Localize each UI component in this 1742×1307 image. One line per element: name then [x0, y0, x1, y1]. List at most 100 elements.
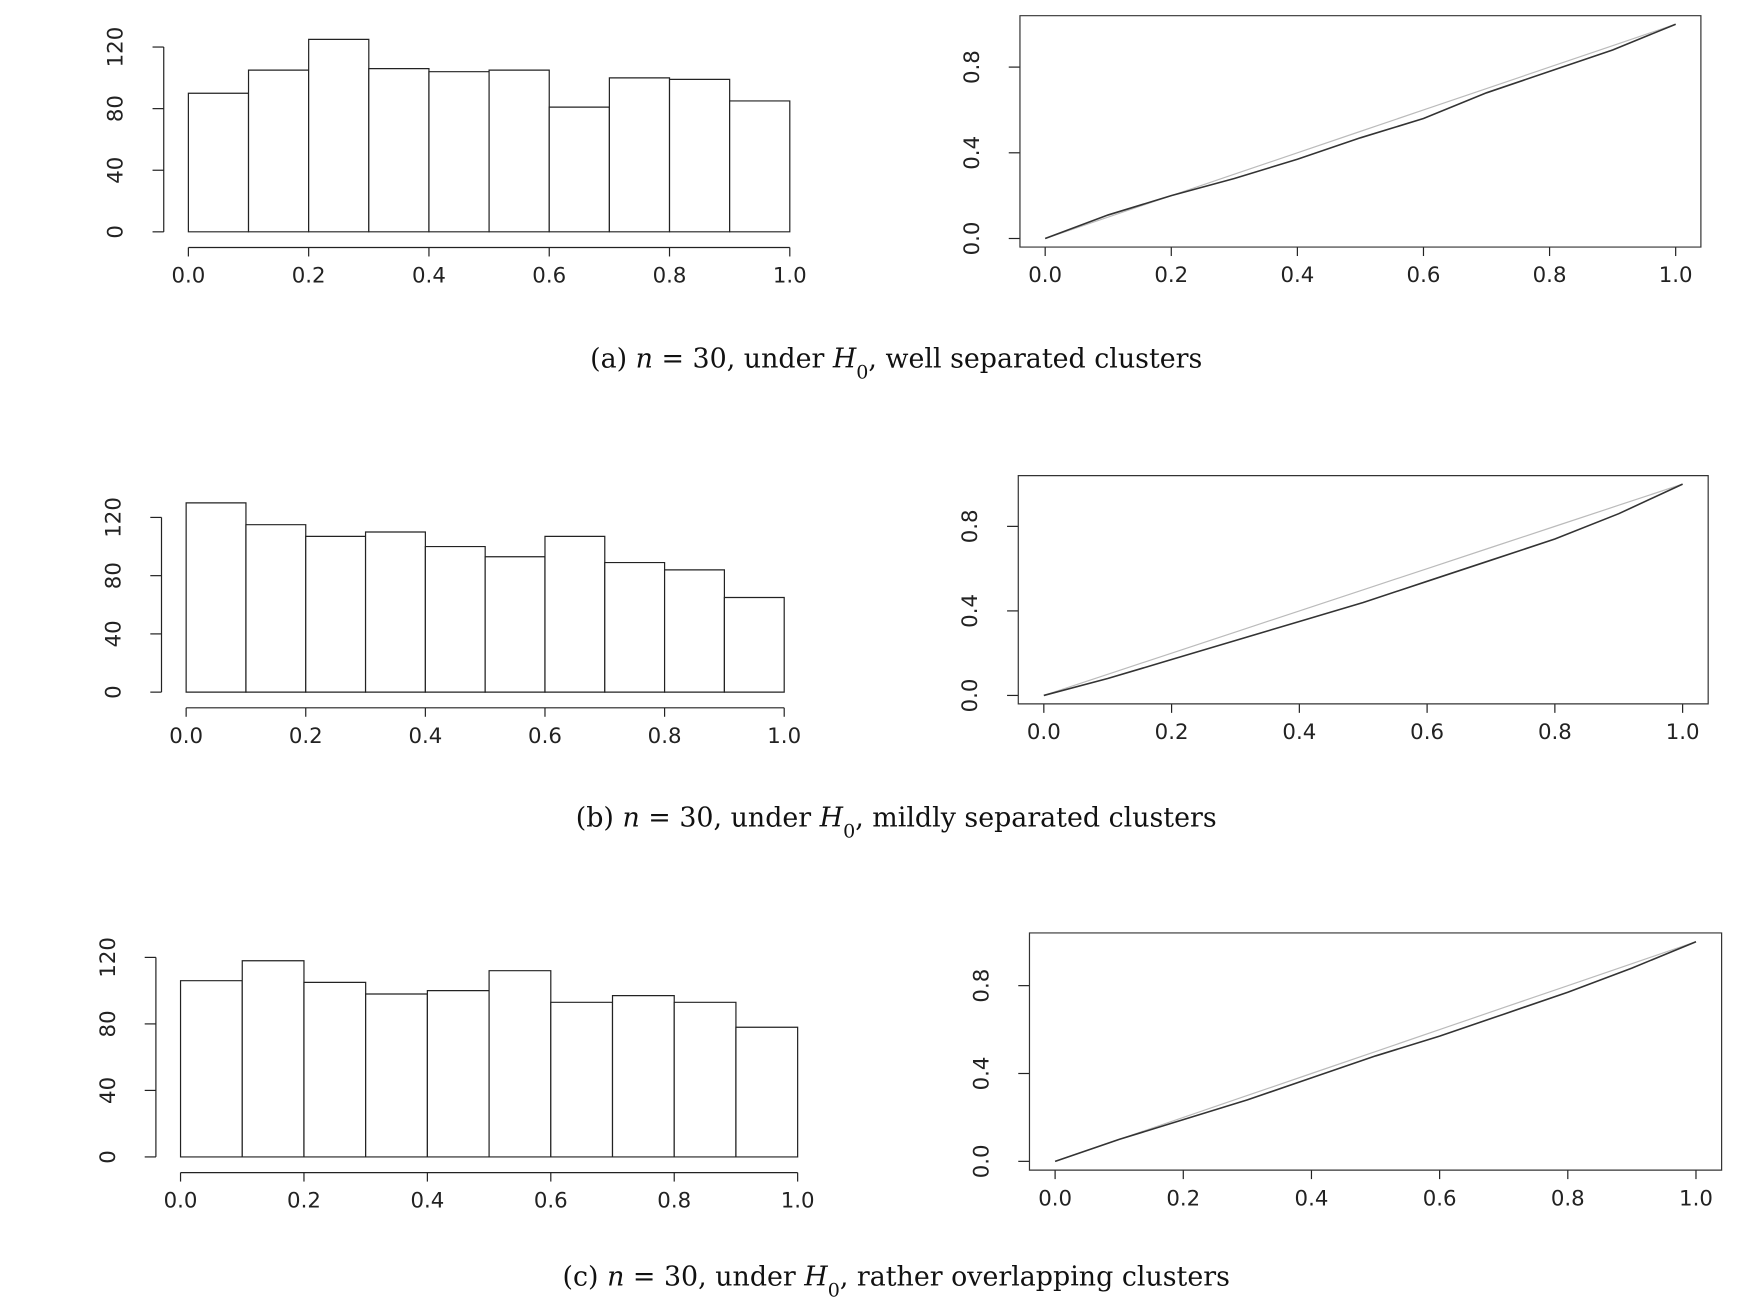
- bar: [366, 994, 428, 1157]
- bar: [429, 72, 489, 232]
- caption-part: (a): [590, 343, 636, 374]
- x-tick-label: 0.6: [1423, 1186, 1457, 1211]
- y-tick-label: 0.0: [958, 679, 983, 713]
- series-line: [1045, 24, 1675, 238]
- bar: [249, 70, 309, 232]
- caption-part: (b): [576, 803, 623, 834]
- bar: [670, 79, 730, 231]
- x-tick-label: 0.8: [653, 264, 687, 289]
- x-tick-label: 0.0: [1028, 263, 1062, 288]
- x-tick-label: 0.4: [1295, 1186, 1329, 1211]
- x-tick-label: 0.4: [412, 264, 446, 289]
- x-tick-label: 0.4: [1282, 720, 1316, 745]
- y-tick-label: 0.4: [969, 1057, 994, 1091]
- x-tick-label: 0.2: [1154, 263, 1188, 288]
- y-tick-label: 40: [104, 157, 129, 184]
- x-tick-label: 0.0: [171, 264, 205, 289]
- caption: (c) n = 30, under H0, rather overlapping…: [563, 1262, 1230, 1302]
- series-line: [1044, 484, 1683, 695]
- x-tick-label: 0.8: [657, 1189, 691, 1214]
- series-line: [1055, 942, 1696, 1162]
- x-tick-label: 0.0: [1027, 720, 1061, 745]
- x-tick-label: 0.2: [292, 264, 326, 289]
- bar: [181, 981, 243, 1157]
- bar: [366, 532, 426, 692]
- bar: [724, 598, 784, 693]
- x-tick-label: 1.0: [1679, 1186, 1713, 1211]
- x-tick-label: 0.2: [289, 724, 323, 749]
- y-tick-label: 40: [101, 620, 126, 647]
- x-tick-label: 0.0: [169, 724, 203, 749]
- caption-part: 0: [843, 821, 855, 843]
- bar: [549, 107, 609, 232]
- bar: [736, 1027, 798, 1157]
- y-tick-label: 0.4: [960, 136, 985, 170]
- x-tick-label: 0.8: [648, 724, 682, 749]
- caption-part: 0: [828, 1280, 840, 1302]
- x-tick-label: 0.8: [1538, 720, 1572, 745]
- y-tick-label: 0.8: [969, 969, 994, 1003]
- bar: [306, 536, 366, 692]
- caption-part: , well separated clusters: [868, 343, 1202, 374]
- caption-part: = 30, under: [640, 803, 820, 834]
- caption-part: (c): [563, 1262, 608, 1293]
- bar: [186, 503, 246, 692]
- bar: [425, 547, 485, 693]
- y-tick-label: 0.8: [960, 50, 985, 84]
- y-tick-label: 0: [96, 1150, 121, 1164]
- x-tick-label: 0.6: [1410, 720, 1444, 745]
- x-tick-label: 1.0: [781, 1189, 815, 1214]
- caption-part: n: [636, 343, 653, 374]
- x-tick-label: 0.4: [410, 1189, 444, 1214]
- y-tick-label: 0.0: [960, 222, 985, 256]
- x-tick-label: 0.0: [1038, 1186, 1072, 1211]
- caption-part: H: [819, 803, 844, 834]
- bar: [427, 991, 489, 1157]
- caption-part: 0: [856, 361, 868, 383]
- bar: [665, 570, 725, 692]
- y-tick-label: 0.8: [958, 509, 983, 543]
- bar: [489, 70, 549, 232]
- series-line: [1045, 24, 1675, 238]
- y-tick-label: 120: [101, 497, 126, 538]
- x-tick-label: 1.0: [773, 264, 807, 289]
- bar: [489, 971, 551, 1157]
- bar: [246, 525, 306, 692]
- bar: [369, 69, 429, 232]
- caption-part: n: [607, 1262, 624, 1293]
- caption-part: = 30, under: [653, 343, 833, 374]
- y-tick-label: 120: [104, 27, 129, 68]
- bar: [674, 1002, 736, 1157]
- series-line: [1055, 942, 1696, 1162]
- caption: (a) n = 30, under H0, well separated clu…: [590, 343, 1202, 383]
- x-tick-label: 1.0: [1659, 263, 1693, 288]
- x-tick-label: 0.6: [534, 1189, 568, 1214]
- caption: (b) n = 30, under H0, mildly separated c…: [576, 803, 1217, 843]
- bar: [545, 536, 605, 692]
- bar: [242, 961, 304, 1157]
- y-tick-label: 0: [104, 225, 129, 239]
- caption-part: H: [803, 1262, 828, 1293]
- series-line: [1044, 484, 1683, 695]
- x-tick-label: 0.0: [164, 1189, 198, 1214]
- x-tick-label: 1.0: [767, 724, 801, 749]
- y-tick-label: 80: [96, 1010, 121, 1037]
- bar: [309, 39, 369, 231]
- x-tick-label: 0.2: [1166, 1186, 1200, 1211]
- bar: [605, 563, 665, 693]
- x-tick-label: 0.4: [1280, 263, 1314, 288]
- x-tick-label: 0.2: [287, 1189, 321, 1214]
- bar: [188, 93, 248, 232]
- y-tick-label: 0.0: [969, 1144, 994, 1178]
- caption-part: , mildly separated clusters: [855, 803, 1216, 834]
- x-tick-label: 0.6: [532, 264, 566, 289]
- bar: [304, 982, 366, 1157]
- plot-frame: [1018, 476, 1708, 704]
- bar: [551, 1002, 613, 1157]
- bar: [609, 78, 669, 232]
- caption-part: n: [622, 803, 639, 834]
- y-tick-label: 120: [96, 937, 121, 978]
- x-tick-label: 0.8: [1551, 1186, 1585, 1211]
- x-tick-label: 1.0: [1666, 720, 1700, 745]
